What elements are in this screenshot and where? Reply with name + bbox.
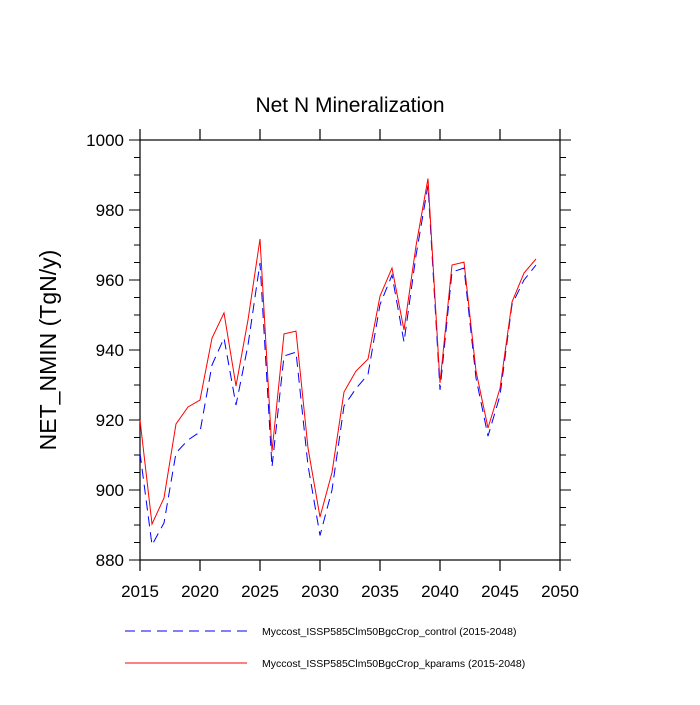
x-tick-label: 2020 xyxy=(181,582,219,601)
legend-label: Myccost_ISSP585Clm50BgcCrop_control (201… xyxy=(262,626,516,638)
x-tick-label: 2040 xyxy=(421,582,459,601)
x-tick-label: 2050 xyxy=(541,582,579,601)
y-axis-label: NET_NMIN (TgN/y) xyxy=(35,250,61,451)
x-tick-label: 2015 xyxy=(121,582,159,601)
x-tick-label: 2045 xyxy=(481,582,519,601)
x-tick-label: 2035 xyxy=(361,582,399,601)
y-tick-label: 920 xyxy=(96,411,124,430)
series-line-control xyxy=(139,185,537,547)
y-tick-label: 980 xyxy=(96,201,124,220)
x-tick-label: 2025 xyxy=(241,582,279,601)
legend-label: Myccost_ISSP585Clm50BgcCrop_kparams (201… xyxy=(262,658,525,670)
y-tick-label: 940 xyxy=(96,341,124,360)
y-tick-label: 960 xyxy=(96,271,124,290)
plot-frame xyxy=(139,139,561,561)
y-tick-label: 880 xyxy=(96,551,124,570)
series-line-kparams xyxy=(139,178,537,526)
x-tick-label: 2030 xyxy=(301,582,339,601)
y-tick-label: 900 xyxy=(96,481,124,500)
y-tick-label: 1000 xyxy=(86,131,124,150)
chart-title: Net N Mineralization xyxy=(255,94,444,117)
